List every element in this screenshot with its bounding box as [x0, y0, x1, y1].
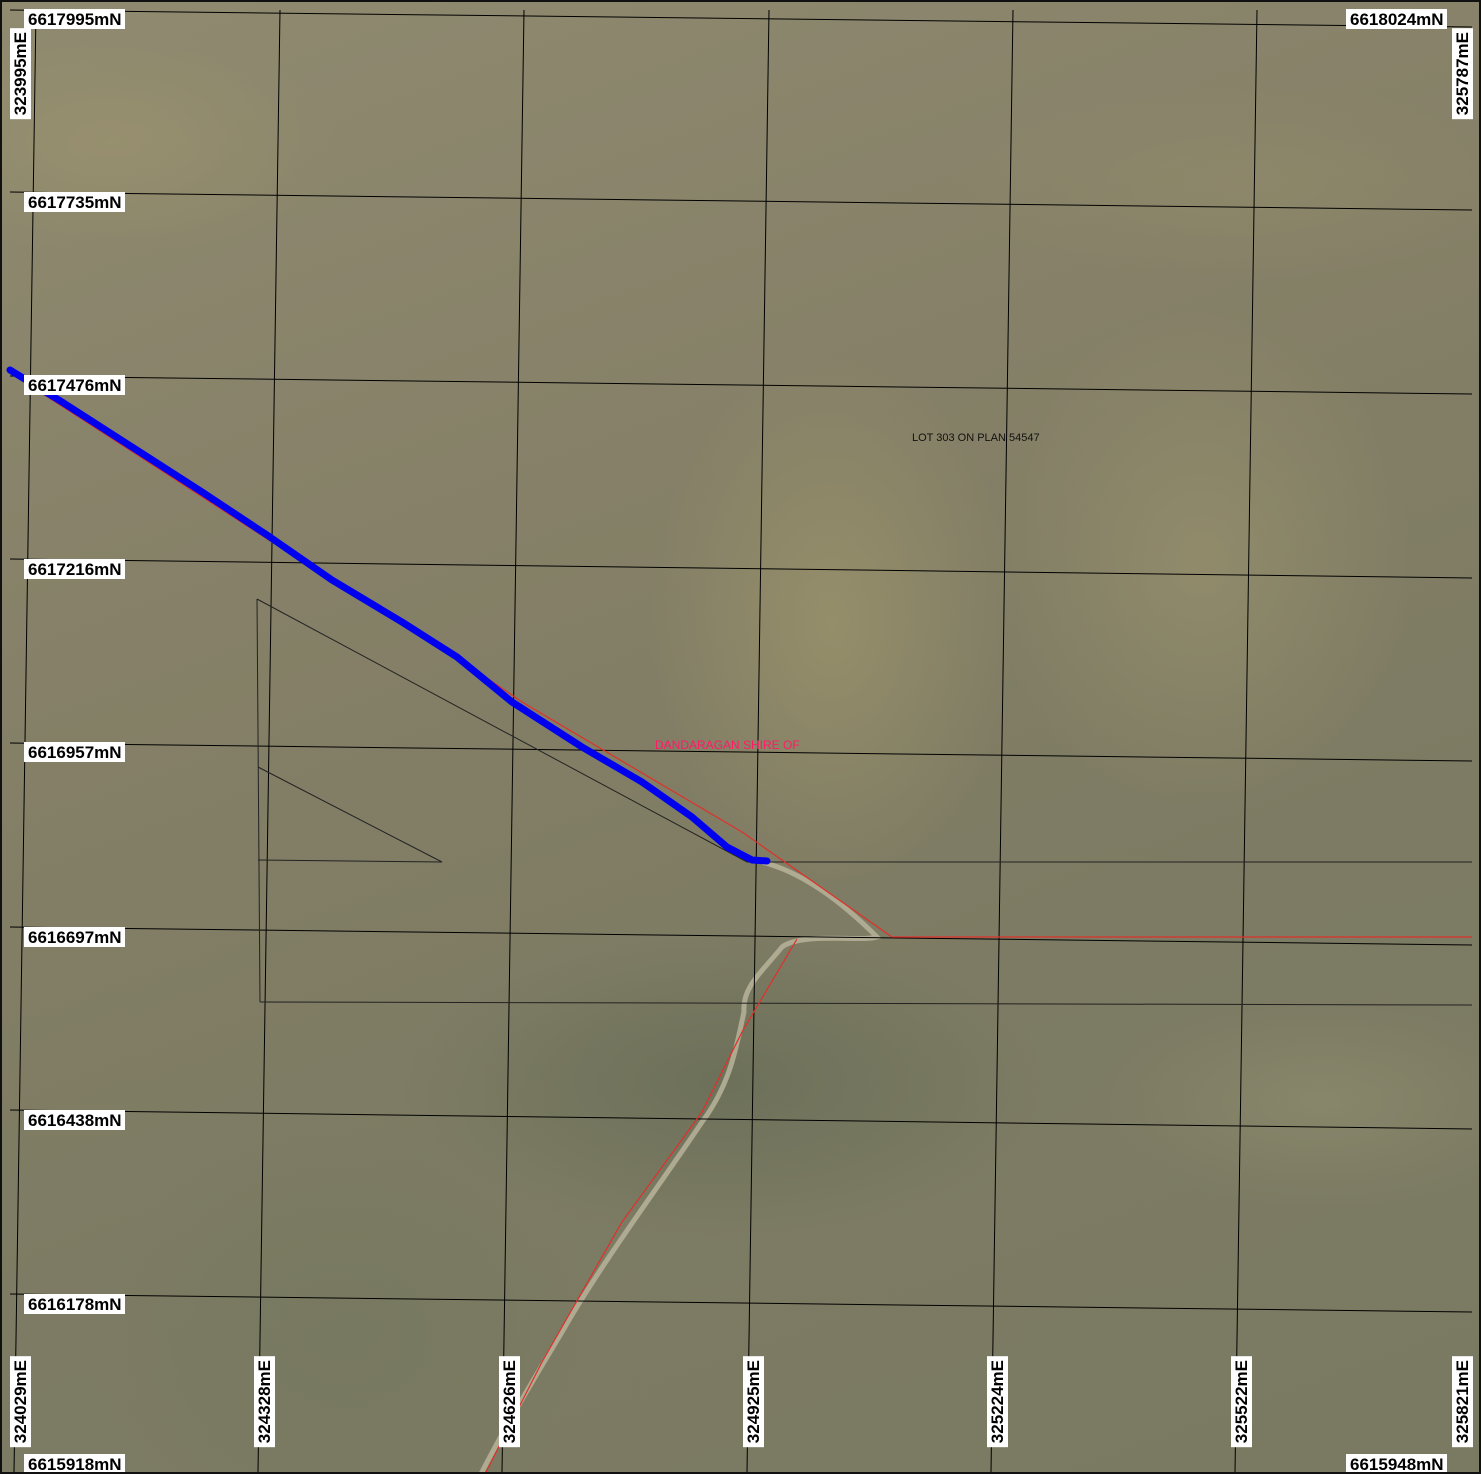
- northing-label: 6616957mN: [24, 742, 125, 762]
- northing-label-top-left: 6617995mN: [24, 9, 125, 29]
- parcel-outline: [256, 598, 1473, 1006]
- easting-label-top-left: 323995mE: [10, 28, 31, 120]
- northing-label: 6616697mN: [24, 927, 125, 947]
- easting-label-top-right: 325787mE: [1452, 28, 1473, 120]
- grid-vertical: [13, 9, 1258, 1472]
- northing-label: 6617476mN: [24, 375, 125, 395]
- easting-label-bottom: 325224mE: [987, 1356, 1008, 1448]
- easting-label-bottom: 325821mE: [1452, 1356, 1473, 1448]
- dirt-track: [479, 859, 882, 1472]
- lot-label: LOT 303 ON PLAN 54547: [912, 432, 1040, 444]
- northing-label: 6617216mN: [24, 559, 125, 579]
- easting-label-bottom: 325522mE: [1231, 1356, 1252, 1448]
- route-line: [6, 366, 771, 865]
- northing-label: 6616438mN: [24, 1110, 125, 1130]
- easting-label-bottom: 324626mE: [499, 1356, 520, 1448]
- easting-label-bottom: 324328mE: [254, 1356, 275, 1448]
- northing-label: 6617735mN: [24, 192, 125, 212]
- northing-label-top-right: 6618024mN: [1346, 9, 1447, 29]
- northing-label: 6616178mN: [24, 1294, 125, 1314]
- shire-label: DANDARAGAN SHIRE OF: [655, 738, 800, 752]
- northing-label-bottom-right: 6615948mN: [1346, 1454, 1447, 1472]
- grid-horizontal: [9, 9, 1473, 1313]
- northing-label-bottom-left: 6615918mN: [24, 1454, 125, 1472]
- easting-label-bottom: 324925mE: [743, 1356, 764, 1448]
- easting-label-bottom: 324029mE: [10, 1356, 31, 1448]
